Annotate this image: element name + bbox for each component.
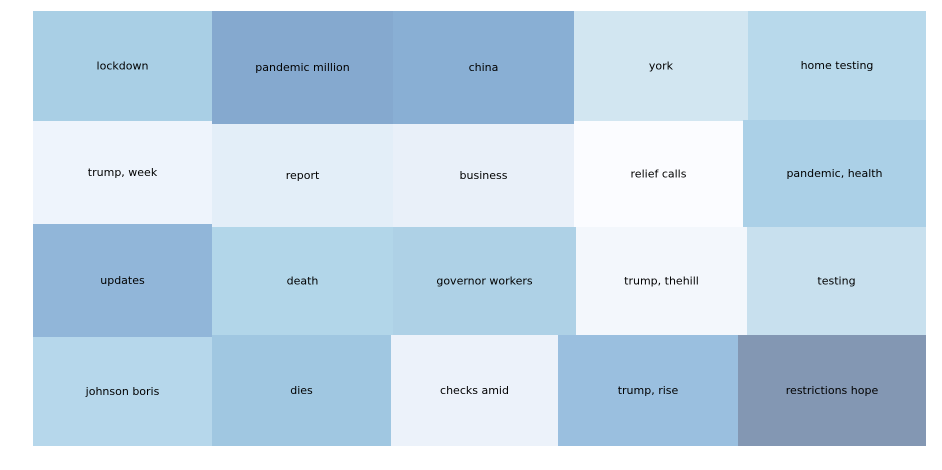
treemap-cell: updates xyxy=(33,224,212,337)
treemap-tile-label: trump, week xyxy=(88,166,158,179)
treemap-tile-label: dies xyxy=(290,384,313,397)
treemap-tile-label: death xyxy=(287,275,319,288)
treemap-tile-label: york xyxy=(649,60,674,73)
treemap-tile xyxy=(33,121,212,224)
treemap-cell: dies xyxy=(212,335,391,446)
treemap-tile xyxy=(33,11,212,121)
treemap-tile-label: trump, thehill xyxy=(624,275,699,288)
treemap-tile-label: updates xyxy=(100,274,145,287)
treemap-tile xyxy=(212,11,393,124)
treemap-cell: pandemic million xyxy=(212,11,393,124)
treemap-tile xyxy=(747,227,926,335)
treemap-tile xyxy=(743,120,926,227)
treemap-tile-label: trump, rise xyxy=(618,384,679,397)
treemap-tile-label: relief calls xyxy=(631,168,687,181)
treemap-tile-label: china xyxy=(469,61,499,74)
treemap-cell: trump, week xyxy=(33,121,212,224)
treemap-tile-label: testing xyxy=(817,275,855,288)
treemap-tile xyxy=(574,121,743,227)
treemap-cell: death xyxy=(212,227,393,335)
treemap-cell: governor workers xyxy=(393,227,576,335)
treemap-tile xyxy=(393,124,574,227)
treemap-cell: johnson boris xyxy=(33,337,212,446)
treemap-tile xyxy=(212,124,393,227)
treemap-cell: business xyxy=(393,124,574,227)
treemap-tile-label: business xyxy=(460,169,508,182)
treemap-tile-label: johnson boris xyxy=(85,385,160,398)
treemap-tile-label: checks amid xyxy=(440,384,509,397)
treemap-cell: home testing xyxy=(748,11,926,120)
treemap-cell: report xyxy=(212,124,393,227)
treemap-tile xyxy=(393,11,574,124)
treemap-tile xyxy=(391,335,558,446)
treemap-tile xyxy=(33,224,212,337)
treemap-tile xyxy=(393,227,576,335)
treemap-tile xyxy=(212,227,393,335)
treemap-tile-label: lockdown xyxy=(97,60,149,73)
treemap-cell: testing xyxy=(747,227,926,335)
treemap-tile xyxy=(748,11,926,120)
treemap-tile-label: pandemic, health xyxy=(786,167,882,180)
treemap-cell: restrictions hope xyxy=(738,335,926,446)
treemap-cell: pandemic, health xyxy=(743,120,926,227)
treemap-cell: trump, thehill xyxy=(576,227,747,335)
treemap-tile-label: restrictions hope xyxy=(786,384,879,397)
treemap-tile xyxy=(558,335,738,446)
treemap-tile-label: report xyxy=(286,169,320,182)
treemap-tile xyxy=(738,335,926,446)
treemap-cell: relief calls xyxy=(574,121,743,227)
treemap-tile-label: governor workers xyxy=(436,275,533,288)
treemap-tile xyxy=(212,335,391,446)
treemap-cell: checks amid xyxy=(391,335,558,446)
treemap-tile xyxy=(576,227,747,335)
treemap-tile-label: home testing xyxy=(801,59,874,72)
treemap-tile xyxy=(574,11,748,121)
treemap-cell: trump, rise xyxy=(558,335,738,446)
treemap-tile-label: pandemic million xyxy=(255,61,349,74)
treemap-cell: lockdown xyxy=(33,11,212,121)
treemap-tile xyxy=(33,337,212,446)
treemap-cell: china xyxy=(393,11,574,124)
treemap-cell: york xyxy=(574,11,748,121)
